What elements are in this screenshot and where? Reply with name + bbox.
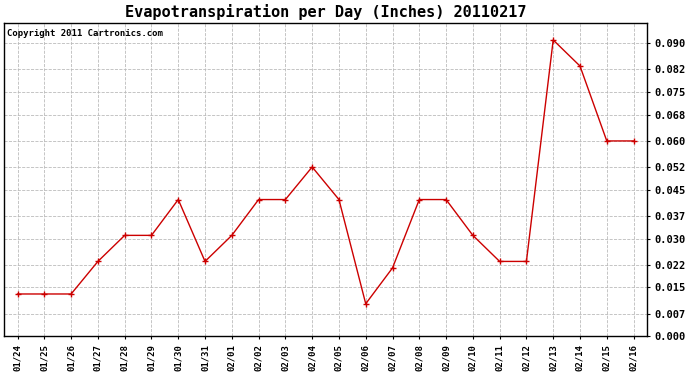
Title: Evapotranspiration per Day (Inches) 20110217: Evapotranspiration per Day (Inches) 2011… [125, 4, 526, 20]
Text: Copyright 2011 Cartronics.com: Copyright 2011 Cartronics.com [8, 29, 164, 38]
